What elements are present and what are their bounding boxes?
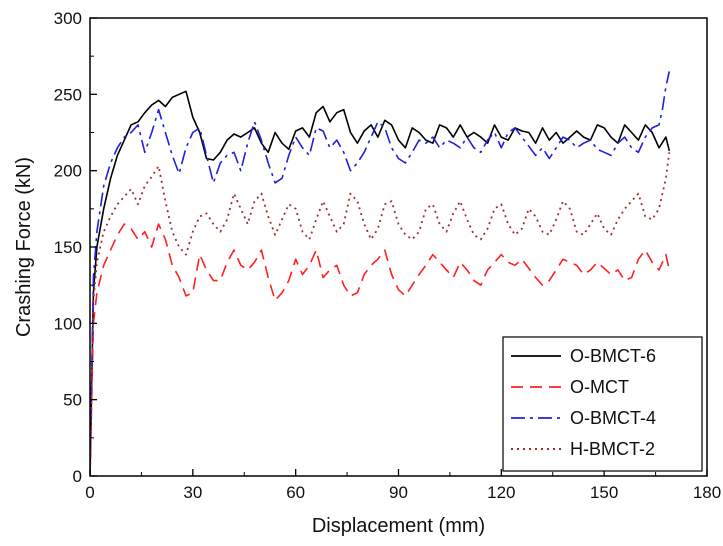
x-tick-label: 180 (693, 483, 721, 502)
series-line-o-bmct-6 (90, 90, 671, 476)
legend-label: H-BMCT-2 (570, 439, 655, 459)
x-tick-label: 150 (590, 483, 618, 502)
x-tick-label: 30 (183, 483, 202, 502)
legend-label: O-BMCT-4 (570, 408, 656, 428)
y-tick-label: 250 (54, 85, 82, 104)
legend-label: O-MCT (570, 377, 629, 397)
x-tick-label: 0 (85, 483, 94, 502)
legend-box (502, 336, 703, 472)
x-axis-ticks: 0 30 60 90 120 150 180 (85, 469, 721, 502)
y-tick-label: 300 (54, 9, 82, 28)
y-tick-label: 100 (54, 314, 82, 333)
y-axis-title: Crashing Force (kN) (13, 157, 35, 337)
series-line-o-bmct-4 (90, 71, 671, 476)
y-axis-ticks: 0 50 100 150 200 250 300 (54, 9, 97, 486)
legend-label: O-BMCT-6 (570, 346, 656, 366)
y-tick-label: 0 (73, 467, 82, 486)
series-layer (90, 71, 671, 476)
y-tick-label: 150 (54, 238, 82, 257)
x-tick-label: 60 (286, 483, 305, 502)
series-line-o-mct (90, 223, 671, 476)
series-line-h-bmct-2 (90, 152, 671, 476)
x-tick-label: 90 (389, 483, 408, 502)
legend: O-BMCT-6 O-MCT O-BMCT-4 H-BMCT-2 (502, 336, 703, 472)
y-tick-label: 50 (63, 391, 82, 410)
x-tick-label: 120 (487, 483, 515, 502)
x-axis-title: Displacement (mm) (312, 515, 485, 537)
y-tick-label: 200 (54, 162, 82, 181)
